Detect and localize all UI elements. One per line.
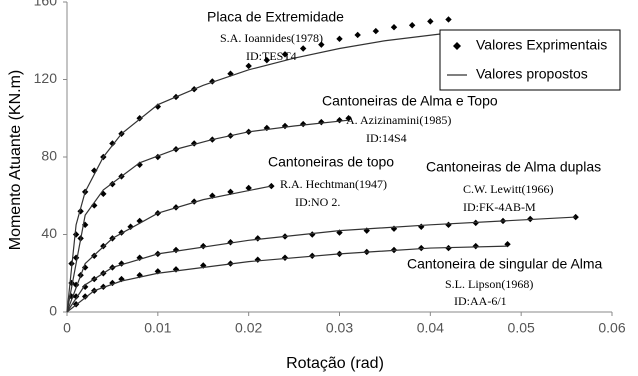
data-point [72,231,80,238]
data-point [318,41,325,48]
x-tick-label: 0.03 [326,320,353,336]
annotation: ID:NO 2. [295,195,340,209]
data-point [254,235,261,242]
data-point [200,262,207,269]
data-point [299,45,307,52]
data-point [245,62,252,70]
y-tick-label: 40 [41,225,57,241]
proposed-line [66,185,272,313]
proposed-line [66,119,349,313]
legend-box [439,29,621,91]
annotation: C.W. Lewitt(1966) [463,182,554,196]
proposed-line [66,32,449,313]
data-point [254,256,261,263]
x-tick-label: 0.06 [598,320,625,336]
data-point [91,202,98,209]
annotation: Cantoneiras de Alma duplas [426,159,601,175]
data-point [172,246,180,254]
data-point [109,180,116,188]
data-point [200,242,207,250]
annotation: Cantoneiras de topo [268,154,394,170]
data-point [72,254,80,261]
data-point [190,140,198,147]
data-point [318,118,325,126]
data-point [472,242,479,250]
data-point [336,229,343,236]
data-point [100,190,107,198]
data-point [109,140,116,147]
y-tick-label: 0 [49,303,57,319]
data-point [127,223,134,230]
data-point [91,167,98,174]
data-point [309,231,316,238]
data-point [154,153,162,161]
data-point [336,35,343,43]
y-axis-title: Momento Atuante (KN.m) [7,70,24,251]
x-tick-label: 0.04 [417,320,444,336]
data-point [281,51,289,58]
y-tick-label: 120 [34,70,58,86]
x-tick-label: 0.05 [508,320,535,336]
data-point [445,16,452,23]
y-tick-label: 160 [34,0,58,9]
data-point [245,184,252,192]
annotation: ID:TEST4 [246,49,297,63]
data-point [100,283,107,291]
data-point [81,221,89,229]
x-tick-label: 0.02 [235,320,262,336]
legend-label: Valores Exprimentais [476,37,607,53]
data-point [190,198,198,205]
data-point [445,221,452,229]
data-point [77,208,84,215]
proposed-line [66,216,576,313]
data-point [281,254,289,261]
y-tick-label: 80 [41,148,57,164]
data-point [390,23,398,31]
data-point [354,31,361,39]
data-point [81,283,89,291]
proposed-line [66,245,508,313]
data-point [136,161,143,168]
data-point [172,266,180,273]
data-point [427,18,434,25]
data-point [336,116,343,124]
data-point [209,192,216,199]
annotation: Cantoneiras de Alma e Topo [322,93,498,109]
data-point [390,225,398,232]
data-point [418,223,425,230]
data-point [154,103,162,110]
data-point [227,70,234,77]
data-point [227,188,234,196]
x-tick-label: 0.01 [144,320,171,336]
annotation: R.A. Hechtman(1947) [280,177,387,191]
legend-label: Valores propostos [476,66,588,82]
data-point [227,239,234,246]
annotation: S.L. Lipson(1968) [445,277,533,291]
x-axis-title: Rotação (rad) [286,355,384,372]
data-point [299,120,307,128]
annotation: Cantoneira de singular de Alma [407,256,603,272]
annotation: ID:AA-6/1 [454,294,507,308]
data-point [281,122,289,130]
data-point [118,229,125,236]
annotation: ID:FK-4AB-M [463,200,536,214]
annotation: ID:14S4 [366,131,407,145]
data-point [363,227,370,234]
data-point [408,22,416,29]
data-point [81,293,89,300]
x-tick-label: 0 [63,320,71,336]
data-point [372,27,380,35]
annotation: S.A. Ioannides(1978) [220,31,323,45]
annotation: A. Azizinamini(1985) [346,113,451,127]
legend-marker [453,42,461,50]
data-point [263,56,271,64]
annotation: Placa de Extremidade [207,9,344,25]
data-point [72,293,80,300]
